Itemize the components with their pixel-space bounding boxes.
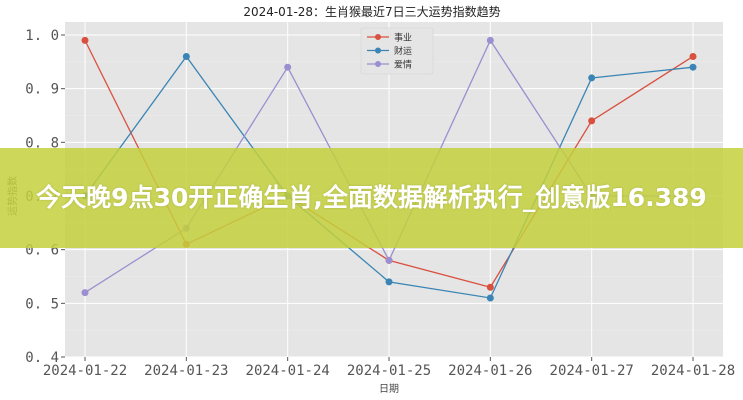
- data-point: [588, 117, 596, 125]
- y-tick-label: 0. 4: [25, 350, 59, 366]
- x-tick-label: 2024-01-22: [43, 363, 127, 379]
- y-tick-label: 0. 5: [25, 296, 59, 312]
- legend-marker: [375, 61, 381, 67]
- y-tick-label: 1. 0: [25, 28, 59, 44]
- legend-label: 财运: [394, 45, 412, 57]
- data-point: [689, 63, 697, 71]
- data-point: [486, 294, 494, 302]
- chart-title: 2024-01-28：生肖猴最近7日三大运势指数趋势: [243, 4, 500, 19]
- data-point: [182, 52, 190, 60]
- x-tick-label: 2024-01-23: [144, 363, 228, 379]
- data-point: [81, 289, 89, 297]
- legend-label: 爱情: [394, 59, 412, 71]
- x-tick-label: 2024-01-28: [651, 363, 735, 379]
- data-point: [486, 283, 494, 291]
- data-point: [486, 36, 494, 44]
- overlay-banner: 今天晚9点30开正确生肖,全面数据解析执行_创意版16.389: [0, 148, 743, 248]
- legend-marker: [375, 34, 381, 40]
- x-axis-ticks: 2024-01-22 2024-01-23 2024-01-24 2024-01-25…: [43, 357, 735, 379]
- legend-marker: [375, 47, 381, 54]
- x-tick-label: 2024-01-26: [448, 363, 532, 379]
- data-point: [81, 36, 89, 44]
- x-tick-label: 2024-01-27: [550, 363, 634, 379]
- y-tick-label: 0. 8: [25, 135, 59, 151]
- data-point: [385, 278, 393, 286]
- data-point: [689, 52, 697, 60]
- x-axis-label: 日期: [379, 383, 399, 395]
- data-point: [588, 74, 596, 82]
- x-tick-label: 2024-01-25: [347, 363, 431, 379]
- y-axis-ticks: 1. 00. 90. 80. 70. 60. 50. 4: [25, 28, 65, 366]
- data-point: [385, 256, 393, 264]
- legend-label: 事业: [394, 32, 412, 44]
- x-tick-label: 2024-01-24: [246, 363, 330, 379]
- banner-headline: 今天晚9点30开正确生肖,全面数据解析执行_创意版16.389: [36, 183, 707, 212]
- data-point: [284, 63, 292, 71]
- y-tick-label: 0. 9: [25, 82, 59, 98]
